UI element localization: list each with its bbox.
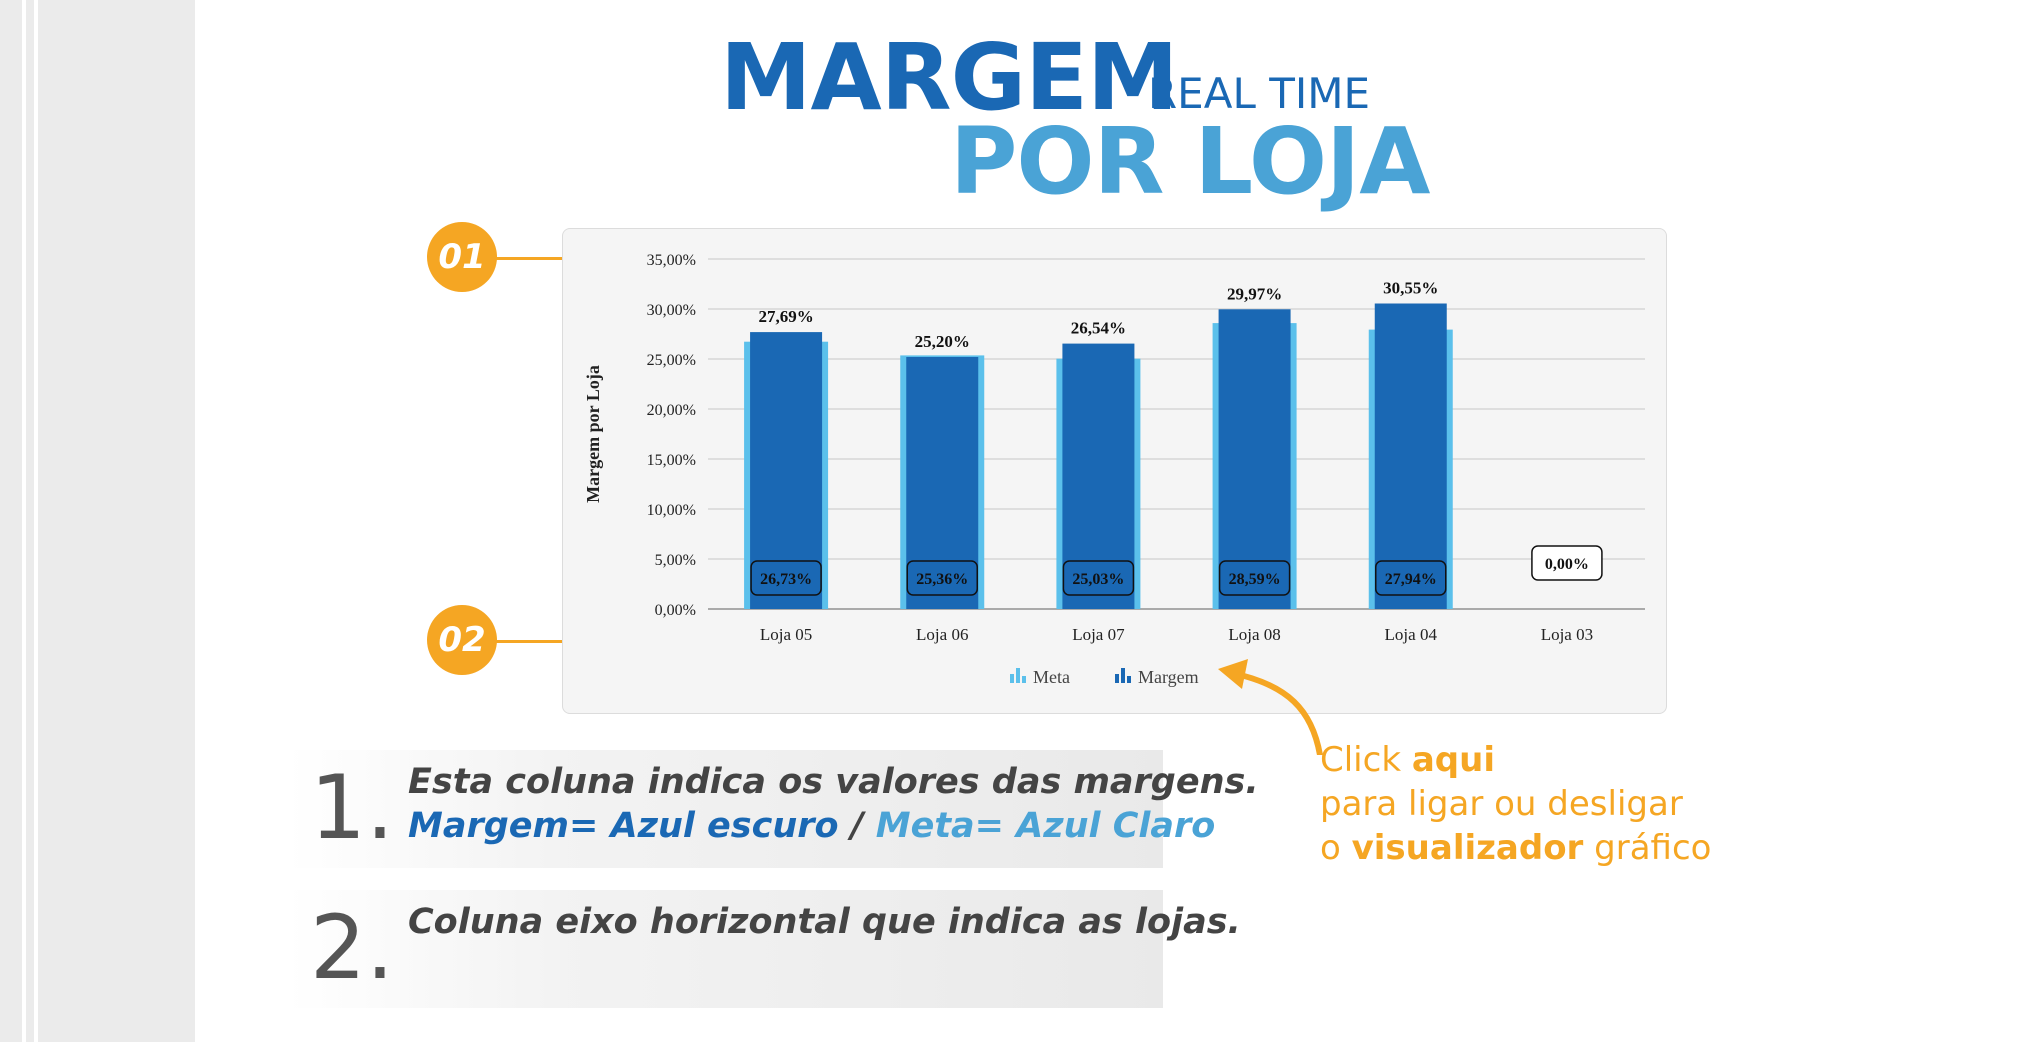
y-tick-label: 30,00% xyxy=(647,302,696,319)
note-1-margem-label: Margem= Azul escuro xyxy=(408,806,839,846)
legend-margem-icon xyxy=(1127,676,1131,683)
note-1-line1: Esta coluna indica os valores das margen… xyxy=(408,762,1259,802)
y-tick-label: 15,00% xyxy=(647,452,696,469)
curved-arrow-icon xyxy=(1218,659,1323,755)
left-margin-panel xyxy=(0,0,195,1042)
page-title: MARGEM xyxy=(720,24,1179,131)
x-tick-label: Loja 03 xyxy=(1541,625,1593,644)
x-tick-label: Loja 07 xyxy=(1072,625,1125,644)
callout-badge-02: 02 xyxy=(427,605,497,675)
y-tick-label: 25,00% xyxy=(647,352,696,369)
bar-chart: 0,00% 5,00% 10,00% 15,00% 20,00% 25,00% 30,00%… xyxy=(583,252,1645,687)
chart-panel: 0,00% 5,00% 10,00% 15,00% 20,00% 25,00% 30,00%… xyxy=(562,228,1667,714)
meta-data-label: 0,00% xyxy=(1545,556,1589,573)
click-hint-line3: o visualizador gráfico xyxy=(1320,826,1711,870)
y-tick-label: 0,00% xyxy=(655,602,696,619)
callout-line-01 xyxy=(495,257,600,260)
x-tick-label: Loja 04 xyxy=(1385,625,1438,644)
y-tick-label: 20,00% xyxy=(647,402,696,419)
x-tick-label: Loja 05 xyxy=(760,625,812,644)
callout-badge-01: 01 xyxy=(427,222,497,292)
margem-data-label: 29,97% xyxy=(1227,284,1282,303)
meta-data-label-box xyxy=(906,560,978,596)
margem-bar xyxy=(1062,343,1135,609)
legend-margem-label: Margem xyxy=(1138,667,1199,687)
click-hint: Click aqui para ligar ou desligar o visu… xyxy=(1320,738,1711,870)
margem-data-label: 26,54% xyxy=(1071,319,1126,338)
meta-data-label-box xyxy=(1531,545,1603,581)
x-tick-label: Loja 08 xyxy=(1228,625,1280,644)
legend-margem-icon xyxy=(1121,668,1125,683)
margem-data-label: 30,55% xyxy=(1383,279,1438,298)
meta-data-label: 25,03% xyxy=(1072,571,1124,588)
page-title-tag: REAL TIME xyxy=(1148,69,1371,118)
meta-data-label-box xyxy=(1062,560,1135,596)
page-subtitle: POR LOJA xyxy=(950,108,1430,215)
y-axis-title: Margem por Loja xyxy=(583,365,603,503)
click-hint-word: o xyxy=(1320,828,1352,868)
margem-bar xyxy=(1218,309,1291,609)
legend-meta-icon xyxy=(1016,668,1020,683)
y-tick-label: 10,00% xyxy=(647,502,696,519)
margem-data-label: 27,69% xyxy=(758,307,813,326)
note-2-line1: Coluna eixo horizontal que indica as loj… xyxy=(408,902,1241,942)
click-hint-word: gráfico xyxy=(1583,828,1712,868)
margem-bar xyxy=(906,357,979,609)
note-2: 2. Coluna eixo horizontal que indica as … xyxy=(288,890,1241,1008)
click-hint-bold: visualizador xyxy=(1351,828,1584,868)
left-margin-line xyxy=(22,0,26,1042)
note-2-number: 2. xyxy=(310,896,394,999)
note-1-meta-label: Meta= Azul Claro xyxy=(875,806,1216,846)
meta-data-label-box xyxy=(1375,560,1447,596)
meta-data-label-box xyxy=(750,560,822,596)
y-tick-label: 35,00% xyxy=(647,252,696,269)
meta-data-label: 27,94% xyxy=(1385,571,1437,588)
left-margin-line xyxy=(34,0,38,1042)
click-hint-link: aqui xyxy=(1411,740,1495,780)
y-tick-label: 5,00% xyxy=(655,552,696,569)
x-tick-label: Loja 06 xyxy=(916,625,968,644)
margem-data-label: 25,20% xyxy=(915,332,970,351)
click-hint-word: Click xyxy=(1320,740,1412,780)
legend-margem-icon xyxy=(1115,674,1119,683)
note-1-number: 1. xyxy=(310,756,394,859)
legend-meta-icon xyxy=(1022,676,1026,683)
margem-bar xyxy=(750,332,823,609)
legend-meta-label: Meta xyxy=(1033,667,1070,687)
meta-data-label: 25,36% xyxy=(916,571,968,588)
meta-data-label: 28,59% xyxy=(1229,571,1281,588)
note-1-line2: Margem= Azul escuro / Meta= Azul Claro xyxy=(408,804,1215,848)
note-1: 1. Esta coluna indica os valores das mar… xyxy=(288,750,1259,868)
note-1-separator: / xyxy=(838,806,876,846)
meta-data-label: 26,73% xyxy=(760,571,812,588)
click-hint-line1: Click aqui xyxy=(1320,738,1711,782)
click-hint-line2: para ligar ou desligar xyxy=(1320,784,1683,824)
margem-bar xyxy=(1374,303,1447,609)
legend-meta-icon xyxy=(1010,674,1014,683)
meta-data-label-box xyxy=(1218,560,1291,596)
